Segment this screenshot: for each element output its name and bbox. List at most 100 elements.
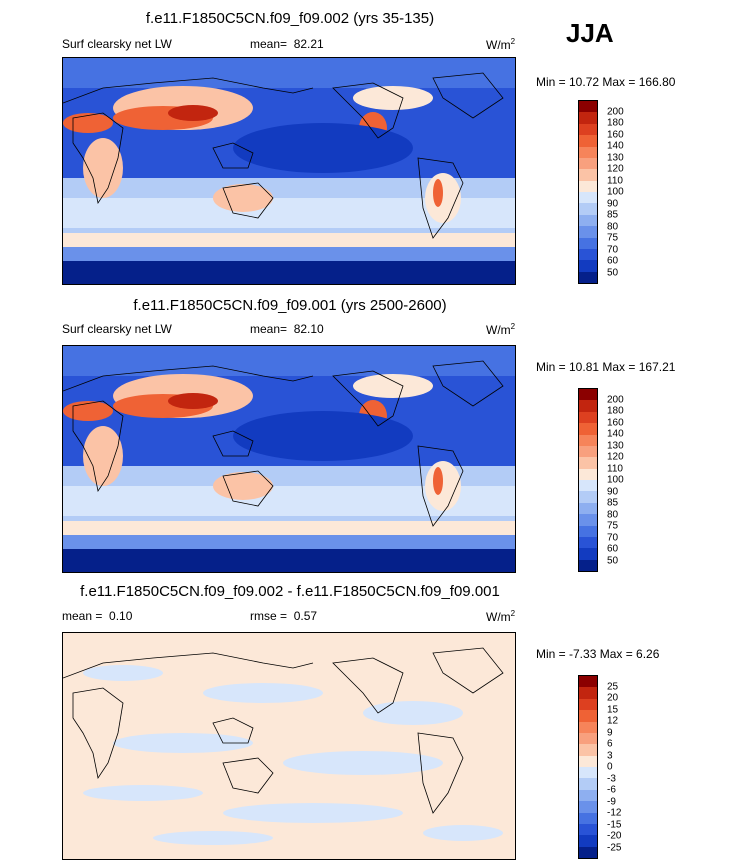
colorbar-swatch [579, 157, 597, 170]
colorbar-tick-label: 100 [607, 186, 624, 198]
colorbar-tick-label: -12 [607, 807, 622, 819]
colorbar-swatch [579, 248, 597, 261]
panel-1-title: f.e11.F1850C5CN.f09_f09.002 (yrs 35-135) [145, 10, 435, 27]
colorbar-swatch [579, 271, 597, 283]
colorbar-swatch [579, 457, 597, 469]
panel-3-units: W/m2 [486, 609, 516, 624]
panel-2-units: W/m2 [486, 322, 516, 337]
panel-1-map-svg [63, 58, 515, 284]
colorbar-tick-label: 180 [607, 117, 624, 129]
panel-1-mean-value: 82.21 [293, 37, 324, 51]
colorbar-swatch [579, 123, 597, 136]
colorbar-tick-label: -15 [607, 819, 622, 830]
panel-3-map-svg [63, 633, 515, 859]
colorbar-swatch [579, 502, 597, 515]
colorbar-swatch [579, 687, 597, 699]
colorbar-swatch [579, 698, 597, 711]
panel-1-units: W/m2 [486, 37, 516, 52]
panel-3-mean-label: mean = [62, 609, 103, 623]
colorbar-tick-label: 50 [607, 555, 619, 566]
season-label: JJA [566, 18, 614, 48]
colorbar-swatch [579, 755, 597, 767]
colorbar-tick-label: 85 [607, 497, 619, 509]
panel-3-rmse-label: rmse = [250, 609, 288, 623]
colorbar-tick-label: 85 [607, 209, 619, 221]
colorbar-swatch [579, 710, 597, 722]
colorbar-tick-label: 75 [607, 520, 619, 532]
colorbar-tick-label: 110 [607, 175, 623, 186]
colorbar-swatch [579, 237, 597, 249]
colorbar-tick-label: -20 [607, 830, 622, 842]
colorbar-swatch [579, 732, 597, 745]
panel-3-mean-value: 0.10 [109, 609, 133, 623]
panel-3-minmax: Min = -7.33 Max = 6.26 [536, 647, 660, 661]
colorbar-tick-label: 50 [607, 267, 619, 278]
panel-1-colorbar [578, 100, 598, 284]
colorbar-swatch [579, 767, 597, 779]
colorbar-swatch [579, 525, 597, 537]
colorbar-tick-label: 9 [607, 727, 613, 738]
colorbar-swatch [579, 778, 597, 790]
panel-1-minmax: Min = 10.72 Max = 166.80 [536, 75, 676, 89]
colorbar-swatch [579, 514, 597, 526]
colorbar-swatch [579, 445, 597, 458]
panel-2-minmax: Min = 10.81 Max = 167.21 [536, 360, 676, 374]
colorbar-tick-label: 80 [607, 509, 619, 520]
colorbar-swatch [579, 548, 597, 560]
colorbar-tick-label: -25 [607, 842, 622, 853]
colorbar-swatch [579, 180, 597, 192]
colorbar-tick-label: 160 [607, 129, 624, 140]
colorbar-tick-label: 6 [607, 738, 613, 750]
colorbar-tick-label: -9 [607, 796, 616, 807]
panel-2-mean-value: 82.10 [293, 322, 324, 336]
colorbar-swatch [579, 823, 597, 836]
panel-2-mean-label: mean= [250, 322, 288, 336]
colorbar-swatch [579, 559, 597, 571]
colorbar-tick-label: 120 [607, 451, 624, 463]
colorbar-tick-label: 70 [607, 244, 619, 255]
colorbar-tick-label: 90 [607, 486, 619, 497]
colorbar-swatch [579, 434, 597, 446]
colorbar-tick-label: 60 [607, 543, 619, 555]
colorbar-tick-label: 20 [607, 692, 619, 704]
panel-3-map [62, 632, 516, 860]
colorbar-swatch [579, 389, 597, 401]
panel-2-map-svg [63, 346, 515, 572]
colorbar-swatch [579, 135, 597, 147]
colorbar-swatch [579, 846, 597, 858]
colorbar-tick-label: 90 [607, 198, 619, 209]
panel-1-map [62, 57, 516, 285]
colorbar-swatch [579, 203, 597, 215]
panel-2-map [62, 345, 516, 573]
colorbar-swatch [579, 789, 597, 802]
colorbar-swatch [579, 146, 597, 158]
colorbar-tick-label: 120 [607, 163, 624, 175]
colorbar-tick-label: -3 [607, 773, 616, 784]
colorbar-swatch [579, 744, 597, 756]
colorbar-swatch [579, 468, 597, 480]
colorbar-tick-label: 130 [607, 152, 624, 163]
colorbar-swatch [579, 721, 597, 733]
colorbar-swatch [579, 112, 597, 124]
colorbar-swatch [579, 801, 597, 813]
colorbar-swatch [579, 411, 597, 424]
panel-3-rmse-value: 0.57 [293, 609, 318, 623]
colorbar-swatch [579, 226, 597, 238]
colorbar-tick-label: 60 [607, 255, 619, 267]
colorbar-tick-label: 3 [607, 750, 613, 761]
colorbar-swatch [579, 214, 597, 227]
colorbar-tick-label: -6 [607, 784, 616, 796]
colorbar-tick-label: 200 [607, 106, 624, 117]
colorbar-tick-label: 0 [607, 761, 613, 773]
colorbar-tick-label: 75 [607, 232, 619, 244]
colorbar-tick-label: 160 [607, 417, 624, 428]
colorbar-swatch [579, 491, 597, 503]
colorbar-swatch [579, 480, 597, 492]
colorbar-tick-label: 70 [607, 532, 619, 543]
colorbar-tick-label: 140 [607, 428, 624, 440]
colorbar-tick-label: 110 [607, 463, 623, 474]
colorbar-tick-label: 100 [607, 474, 624, 486]
colorbar-tick-label: 200 [607, 394, 624, 405]
colorbar-swatch [579, 812, 597, 824]
colorbar-swatch [579, 676, 597, 688]
